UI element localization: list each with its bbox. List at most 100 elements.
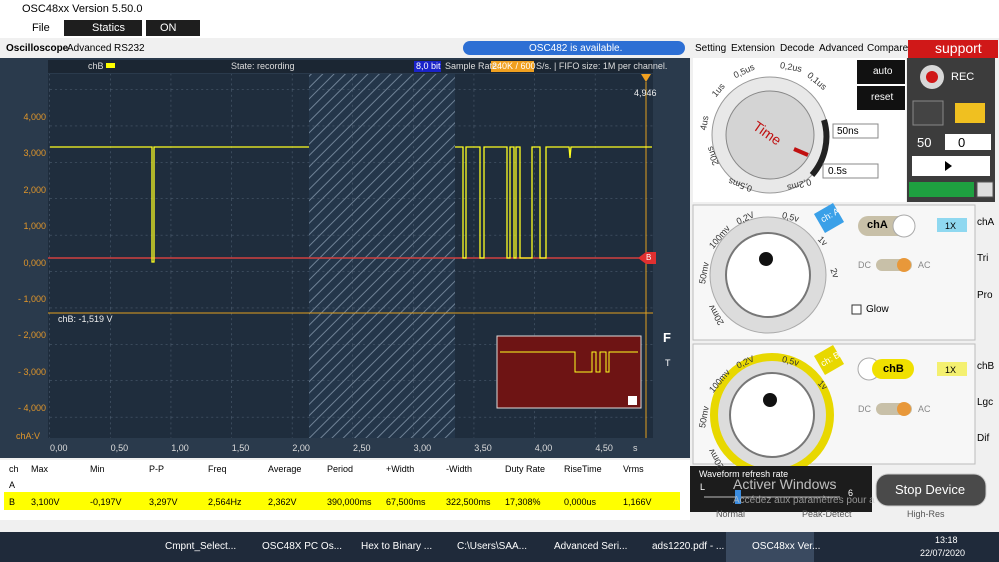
settings-tab[interactable]: Setting: [695, 43, 727, 54]
glow-label[interactable]: Glow: [866, 304, 889, 315]
x-unit: s: [633, 443, 638, 453]
channel-marker-label: B: [646, 253, 652, 262]
tab[interactable]: Oscilloscope: [6, 43, 69, 54]
stop-square[interactable]: [976, 181, 994, 198]
banner[interactable]: [463, 41, 685, 55]
select-value[interactable]: 0.5s: [828, 166, 847, 177]
chb-probe[interactable]: [937, 362, 967, 376]
table-header: Freq: [208, 464, 227, 474]
taskbar-item[interactable]: Advanced Seri...: [554, 541, 628, 552]
menu-item[interactable]: Statics: [92, 22, 126, 34]
x-tick-label: 1,50: [231, 443, 250, 453]
coupling: AC: [918, 404, 931, 414]
stop-button[interactable]: [875, 473, 987, 507]
chb-button[interactable]: [872, 359, 914, 379]
support-text[interactable]: support: [935, 40, 982, 56]
taskbar-item[interactable]: OSC48xx Ver...: [752, 541, 821, 552]
button-text[interactable]: reset: [871, 92, 894, 103]
support-button[interactable]: [908, 40, 998, 58]
table-cell: 17,308%: [505, 497, 541, 507]
channel-swatch: [106, 63, 115, 68]
x-tick-label: 1,00: [171, 443, 189, 453]
time-select[interactable]: [832, 123, 879, 139]
tab[interactable]: Advanced: [67, 43, 112, 54]
x-tick-label: 2,00: [292, 443, 310, 453]
mixer-icon[interactable]: [912, 100, 944, 126]
banner-text[interactable]: OSC482 is available.: [529, 43, 623, 54]
waveform: [50, 146, 309, 263]
side-label: F: [663, 330, 671, 345]
settings-tab[interactable]: Extension: [731, 43, 775, 54]
settings-tab[interactable]: Advanced: [819, 43, 864, 54]
coupling: AC: [918, 260, 931, 270]
y-tick-label: 2,000: [23, 184, 46, 195]
tab[interactable]: RS232: [114, 43, 145, 54]
time-knob[interactable]: [725, 90, 815, 180]
auto-button[interactable]: [857, 60, 905, 84]
y-tick-label: - 1,000: [17, 294, 46, 304]
taskbar-item[interactable]: Cmpnt_Select...: [165, 541, 237, 552]
reset-button[interactable]: [857, 86, 905, 110]
active-task: [726, 532, 814, 562]
cha-probe[interactable]: [937, 218, 967, 232]
channel-marker: [638, 252, 656, 264]
cha-coupling-knob: [897, 258, 911, 272]
mode-option[interactable]: High-Res: [907, 509, 945, 519]
probe[interactable]: 1X: [945, 221, 957, 231]
taskbar-item[interactable]: ads1220.pdf - ...: [652, 541, 725, 552]
watermark: Accédez aux paramètres pour a: [733, 495, 875, 506]
counter-box[interactable]: [945, 134, 991, 150]
table-header: ch: [9, 464, 19, 474]
table-header: +Width: [386, 464, 415, 474]
channel-button[interactable]: chA: [867, 219, 888, 231]
overview-inset[interactable]: [496, 335, 642, 409]
folder-icon[interactable]: [955, 103, 985, 123]
table-cell: 3,297V: [149, 497, 178, 507]
menu-item[interactable]: File: [32, 22, 50, 34]
taskbar-item[interactable]: Hex to Binary ...: [361, 541, 433, 552]
select-value[interactable]: 50ns: [837, 126, 859, 137]
cha-knob[interactable]: [725, 232, 811, 318]
side-tab[interactable]: Lgc: [977, 397, 994, 408]
refresh-panel: [690, 466, 872, 512]
statics-button[interactable]: [64, 20, 142, 36]
glow-checkbox[interactable]: [851, 304, 862, 315]
time-select[interactable]: [822, 163, 879, 179]
probe[interactable]: 1X: [945, 365, 957, 375]
settings-tab[interactable]: Decode: [780, 43, 815, 54]
menu-item[interactable]: ON: [160, 22, 177, 34]
button-text[interactable]: auto: [873, 66, 893, 77]
chb-knob[interactable]: [729, 372, 815, 458]
mode-option[interactable]: Normal: [716, 509, 746, 519]
side-tab[interactable]: Dif: [977, 433, 990, 444]
bits: 8,0 bit: [416, 61, 441, 71]
x-tick-label: 3,50: [474, 443, 492, 453]
side-tab[interactable]: Pro: [977, 290, 993, 301]
x-tick-label: 4,50: [595, 443, 613, 453]
channel-button[interactable]: chB: [883, 363, 904, 375]
cha-switch[interactable]: [892, 214, 916, 238]
side-tab[interactable]: Tri: [977, 253, 989, 264]
mode-option[interactable]: Peak-Detect: [802, 509, 852, 519]
table-cell: 3,100V: [31, 497, 60, 507]
channel-label: chB: [88, 61, 104, 71]
x-tick-label: 2,50: [353, 443, 371, 453]
on-button[interactable]: [146, 20, 200, 36]
refresh-thumb[interactable]: [735, 490, 741, 504]
taskbar-item[interactable]: C:\Users\SAA...: [457, 541, 528, 552]
y-tick-label: 3,000: [23, 148, 46, 159]
cursor-label: chB: -1,519 V: [58, 314, 113, 324]
rec-text[interactable]: REC: [951, 71, 975, 83]
chb-coupling-knob: [897, 402, 911, 416]
side-tab[interactable]: chA: [977, 217, 995, 228]
y-tick-label: - 4,000: [17, 403, 46, 414]
settings-tab[interactable]: Compare: [867, 43, 909, 54]
counter[interactable]: 50: [917, 135, 932, 150]
checkbox[interactable]: [628, 396, 637, 405]
y-tick-label: - 3,000: [17, 366, 46, 377]
side-tab[interactable]: chB: [977, 361, 995, 372]
bits-box: [414, 61, 441, 72]
counter[interactable]: 0: [958, 135, 966, 150]
stop-text[interactable]: Stop Device: [895, 482, 966, 497]
taskbar-item[interactable]: OSC48X PC Os...: [262, 541, 343, 552]
